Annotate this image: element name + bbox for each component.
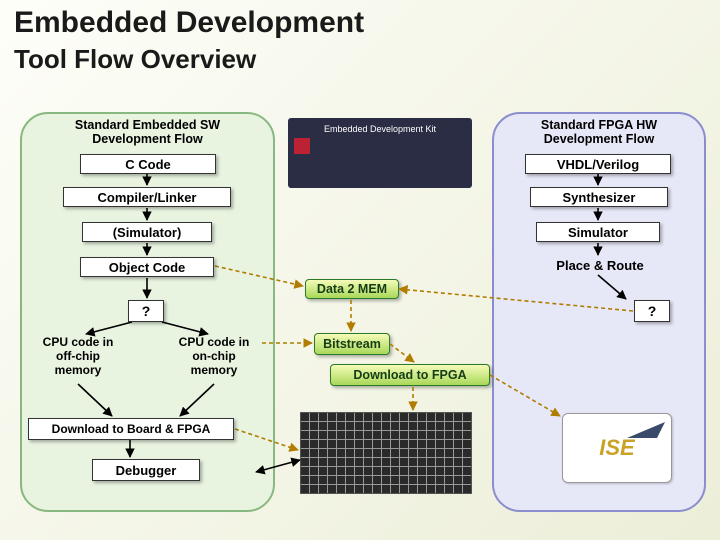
page-subtitle: Tool Flow Overview: [14, 44, 256, 75]
flow-box: Object Code: [80, 257, 214, 277]
flow-box: VHDL/Verilog: [525, 154, 671, 174]
flow-box: C Code: [80, 154, 216, 174]
flow-box: Simulator: [536, 222, 660, 242]
left-panel-header: Standard Embedded SWDevelopment Flow: [22, 118, 273, 146]
flow-text: CPU code inon-chipmemory: [166, 335, 262, 377]
flow-box: Compiler/Linker: [63, 187, 231, 207]
bitstream-box: Bitstream: [314, 333, 390, 355]
flow-box: Synthesizer: [530, 187, 668, 207]
flow-box: ?: [634, 300, 670, 322]
flow-box: Download to Board & FPGA: [28, 418, 234, 440]
page-title: Embedded Development: [14, 6, 364, 40]
ise-logo: ISE: [562, 413, 672, 483]
right-panel-header: Standard FPGA HWDevelopment Flow: [494, 118, 704, 146]
flow-text: Place & Route: [530, 258, 670, 273]
download-fpga-box: Download to FPGA: [330, 364, 490, 386]
flow-box: ?: [128, 300, 164, 322]
edk-banner: Embedded Development Kit: [288, 118, 472, 188]
fpga-chip-icon: [300, 412, 472, 494]
flow-box: (Simulator): [82, 222, 212, 242]
flow-text: CPU code inoff-chipmemory: [30, 335, 126, 377]
data2mem-box: Data 2 MEM: [305, 279, 399, 299]
flow-box: Debugger: [92, 459, 200, 481]
